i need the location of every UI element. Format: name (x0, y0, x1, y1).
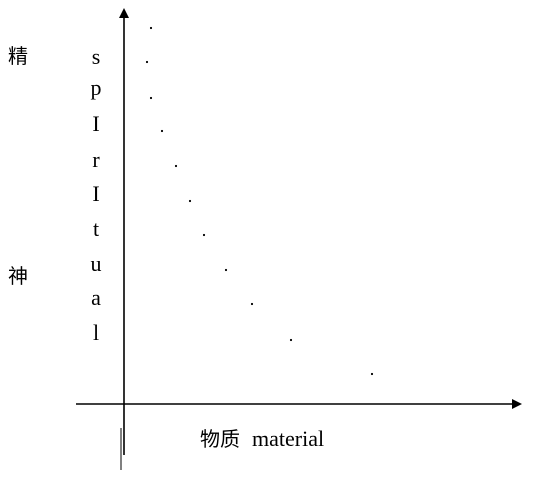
x-label-en: material (252, 426, 324, 451)
curve-dot (175, 165, 177, 167)
curve-dots (146, 27, 373, 375)
y-label-letter: l (88, 322, 104, 344)
y-label-letter: u (88, 253, 104, 275)
curve-dot (189, 200, 191, 202)
curve-dot (161, 130, 163, 132)
y-label-letter: I (88, 113, 104, 135)
y-label-letter: t (88, 218, 104, 240)
curve-dot (146, 61, 148, 63)
y-label-letter: r (88, 149, 104, 171)
x-label-cn: 物质 (200, 427, 240, 451)
curve-dot (150, 27, 152, 29)
y-label-letter: I (88, 183, 104, 205)
x-axis-label: 物质 material (200, 428, 324, 450)
y-label-letter: s (88, 46, 104, 68)
curve-dot (150, 97, 152, 99)
curve-dot (203, 234, 205, 236)
curve-dot (290, 339, 292, 341)
y-label-cn-top: 精 (8, 46, 28, 66)
curve-dot (371, 373, 373, 375)
curve-dot (225, 269, 227, 271)
y-label-letter: p (88, 77, 104, 99)
y-label-letter: a (88, 287, 104, 309)
curve-dot (251, 303, 253, 305)
y-label-cn-bottom: 神 (8, 266, 28, 286)
